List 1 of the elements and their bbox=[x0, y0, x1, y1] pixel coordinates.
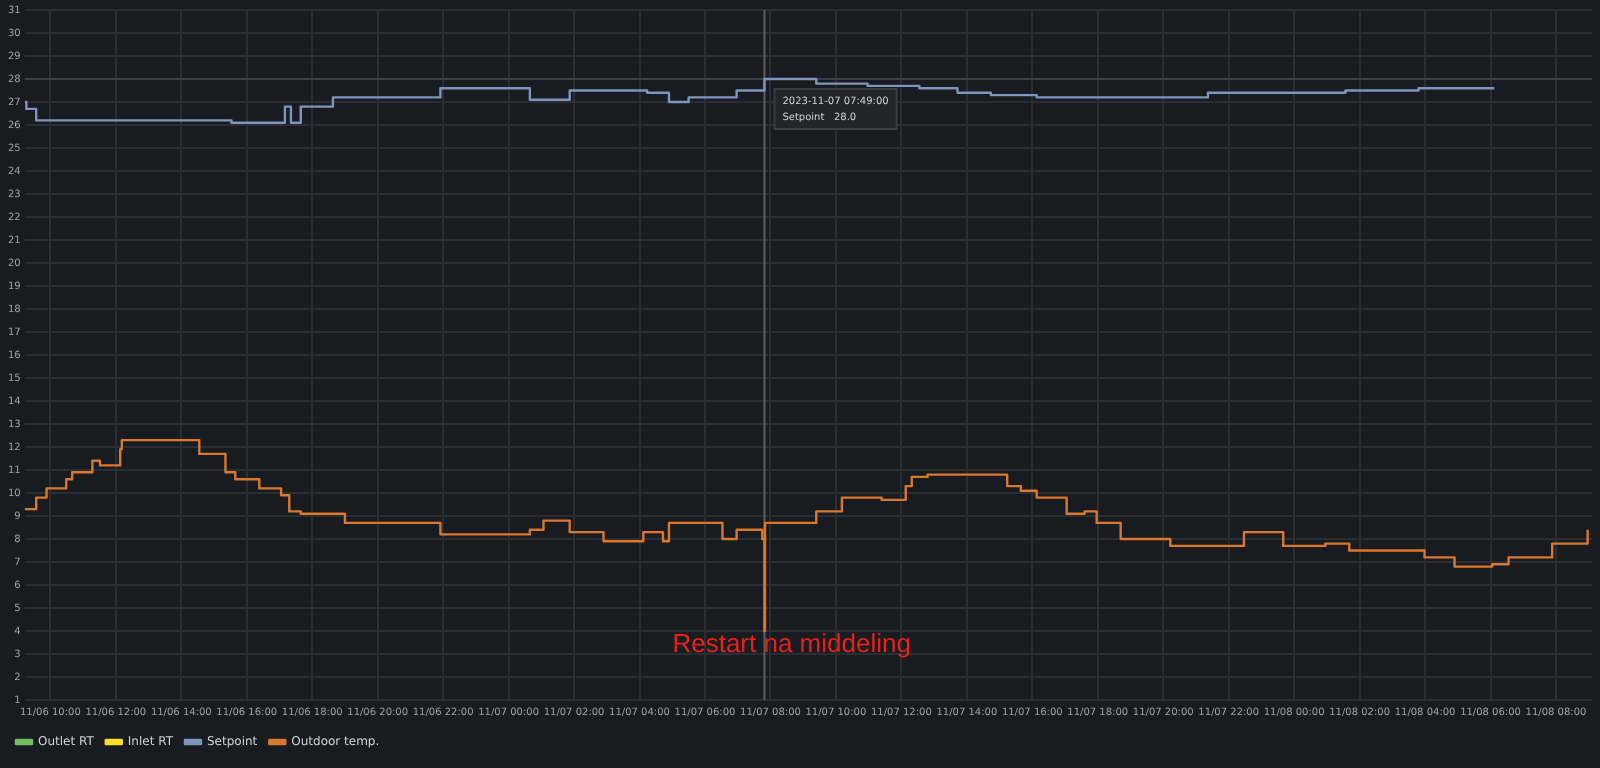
annotation: Restart na middeling bbox=[672, 627, 911, 658]
